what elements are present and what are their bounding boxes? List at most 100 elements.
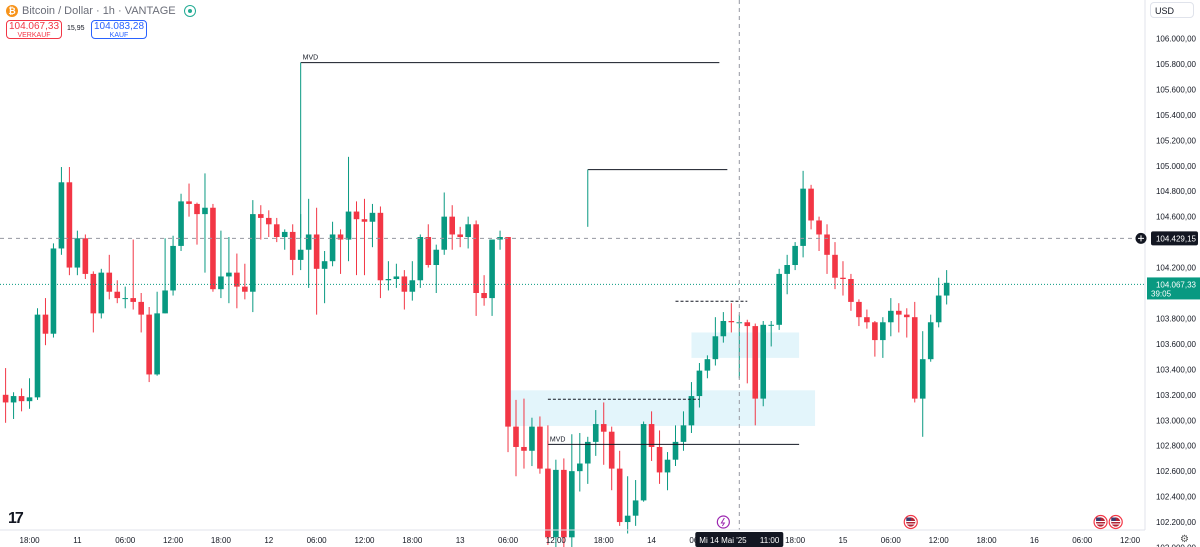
flag-canton	[906, 517, 911, 521]
candle-body	[162, 290, 168, 314]
candle	[114, 280, 121, 304]
time-axis[interactable]: 18:00 11 06:00 12:00 18:00 12 06:00 12:00 18:00 1…	[0, 529, 1145, 547]
candle	[146, 306, 152, 383]
flag-stripe	[1111, 523, 1121, 525]
candle	[313, 207, 320, 315]
candle-body	[832, 254, 838, 278]
candle-body	[98, 272, 105, 314]
flag-canton	[1111, 517, 1116, 521]
candle-body	[864, 317, 870, 323]
candle-body	[792, 245, 798, 266]
candle	[529, 417, 535, 467]
crosshair-date-label: Mi 14 Mai '25	[699, 536, 747, 545]
candle-body	[82, 238, 89, 274]
candle-body	[473, 224, 479, 293]
candle-body	[66, 182, 73, 268]
candle-body	[632, 500, 639, 516]
price-axis-bg	[1145, 0, 1200, 547]
flag-stripe	[906, 521, 916, 522]
candle-body	[74, 238, 81, 268]
candle	[345, 156, 352, 262]
candle-body	[106, 272, 113, 292]
candle	[18, 388, 25, 412]
candle-body	[42, 314, 49, 334]
candle-body	[505, 237, 511, 427]
crosshair-time-bg	[695, 532, 784, 547]
candle-body	[608, 431, 615, 469]
candle	[672, 425, 679, 467]
candle	[832, 242, 838, 290]
candle	[42, 298, 49, 346]
candle-body	[521, 446, 527, 451]
buy-button[interactable]: 104.083,28 KAUF	[91, 20, 147, 39]
candle-body	[561, 469, 567, 538]
candle	[768, 320, 774, 347]
mvd-level	[587, 169, 728, 227]
candle-body	[34, 314, 41, 398]
candle-body	[696, 370, 703, 397]
candle-body	[624, 515, 631, 523]
candle-body	[688, 396, 695, 426]
candle-body	[449, 216, 455, 235]
candle-body	[417, 237, 424, 281]
symbol-title[interactable]: Bitcoin / Dollar · 1h · VANTAGE	[22, 5, 176, 17]
price-tick-label: 104.200,00	[1156, 264, 1197, 273]
sell-button[interactable]: 104.067,33 VERKAUF	[6, 20, 62, 39]
price-tick-label: 105.400,00	[1156, 111, 1197, 120]
candle	[218, 230, 224, 299]
candle	[664, 452, 671, 491]
candle	[521, 398, 527, 469]
plus-icon	[1138, 235, 1144, 242]
flag-stripe	[1111, 521, 1121, 522]
time-tick-label: 18:00	[594, 536, 615, 545]
candle	[441, 192, 448, 255]
candle-body	[744, 322, 751, 327]
level-label: MVD	[550, 436, 566, 443]
candle-body	[138, 301, 144, 315]
candle-body	[712, 336, 719, 360]
candle	[553, 459, 559, 547]
time-tick-label: 12	[264, 536, 273, 545]
candle	[505, 237, 511, 453]
candle-body	[537, 426, 543, 469]
sell-price: 104.067,33	[8, 21, 60, 32]
currency-selector[interactable]: USD	[1150, 2, 1194, 18]
candle	[258, 205, 264, 240]
candle	[497, 230, 503, 250]
price-axis[interactable]: 106.000,00 105.800,00 105.600,00 105.400,00…	[1135, 0, 1200, 547]
zone-box	[508, 390, 816, 426]
candle	[138, 293, 144, 333]
candle	[250, 200, 256, 313]
buy-price: 104.083,28	[93, 21, 145, 32]
candle	[569, 434, 575, 547]
candle-body	[337, 234, 344, 240]
time-tick-label: 13	[456, 536, 465, 545]
candle-body	[896, 310, 902, 315]
candle	[154, 291, 160, 376]
time-tick-label: 18:00	[211, 536, 232, 545]
symbol-header[interactable]: ₿ Bitcoin / Dollar · 1h · VANTAGE	[6, 3, 196, 19]
candle	[409, 261, 416, 301]
candle	[50, 243, 57, 338]
market-open-icon	[183, 5, 196, 17]
candle-body	[664, 459, 671, 473]
candle-body	[361, 219, 368, 222]
settings-gear-icon[interactable]: ⚙	[1180, 534, 1189, 545]
tradingview-logo-icon[interactable]: 17	[8, 510, 24, 527]
candle	[489, 239, 495, 316]
candle	[848, 273, 854, 311]
candle-body	[592, 424, 599, 442]
candle	[808, 184, 814, 230]
price-tick-label: 103.400,00	[1156, 365, 1197, 374]
candle	[592, 410, 599, 456]
candle	[242, 263, 248, 300]
time-tick-label: 12:00	[929, 536, 950, 545]
candle-body	[90, 273, 97, 314]
candle-body	[935, 295, 942, 323]
candle	[226, 237, 232, 304]
candle	[824, 224, 830, 274]
candle	[329, 221, 336, 267]
candle	[90, 271, 97, 333]
